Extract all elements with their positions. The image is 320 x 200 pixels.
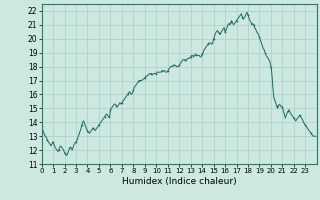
X-axis label: Humidex (Indice chaleur): Humidex (Indice chaleur) (122, 177, 236, 186)
